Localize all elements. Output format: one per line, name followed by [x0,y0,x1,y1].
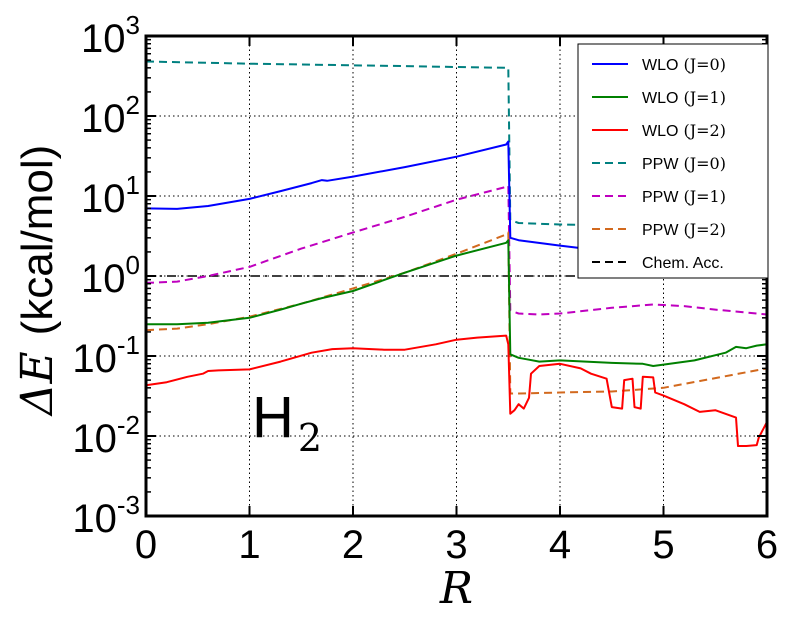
y-tick-label: 10-1 [72,330,140,381]
legend-entry-label: PPW [642,222,679,239]
annotation-main: H [252,385,294,450]
y-tick-label: 102 [81,90,140,141]
y-tick-exponent: -2 [117,410,140,440]
legend-entry: PPW (J=1) [642,187,726,206]
legend-entry: PPW (J=2) [642,220,726,239]
y-tick-label: 103 [81,10,140,61]
y-tick-exponent: 0 [126,250,140,280]
x-tick-label: 0 [135,523,157,567]
x-tick-label: 3 [445,523,467,567]
y-tick-exponent: -3 [117,490,140,520]
x-axis-label: R [439,563,473,614]
y-tick-label: 100 [81,250,140,301]
y-axis-label-symbol: ΔE [12,351,63,417]
legend-entry: WLO (J=1) [642,88,726,107]
y-tick-base: 10 [81,97,126,141]
legend-entry-math: (J=0) [683,154,725,173]
y-tick-exponent: 2 [126,90,140,120]
y-tick-label: 10-2 [72,410,140,461]
legend-entry-math: (J=2) [683,220,725,239]
legend-box [577,43,769,279]
y-axis-label-unit: (kcal/mol) [13,145,62,336]
legend-entry: WLO (J=0) [642,55,726,74]
legend-entry: WLO (J=2) [642,121,726,140]
y-tick-exponent: 3 [126,10,140,40]
legend-entry: PPW (J=0) [642,154,726,173]
y-tick-base: 10 [81,17,126,61]
series-line-ppw-j-1 [145,184,768,316]
y-tick-base: 10 [81,257,126,301]
legend-entry-label: WLO [642,57,678,74]
legend-entry-label: Chem. Acc. [642,255,724,272]
y-tick-base: 10 [72,417,117,461]
series-line-ppw-j-2 [145,231,768,395]
y-tick-label: 10-3 [72,490,140,541]
y-tick-label: 101 [81,170,140,221]
series-line-wlo-j-2 [145,334,768,447]
y-axis-label: ΔE (kcal/mol) [12,145,63,418]
legend-entry-label: WLO [642,123,678,140]
x-tick-label: 2 [342,523,364,567]
x-tick-label: 4 [549,523,571,567]
annotation-subscript: 2 [298,416,322,460]
x-tick-label: 6 [756,523,778,567]
y-tick-base: 10 [72,497,117,541]
x-tick-label: 1 [238,523,260,567]
legend: WLO (J=0)WLO (J=1)WLO (J=2)PPW (J=0)PPW (J=1)… [577,43,769,279]
legend-entry-math: (J=0) [683,55,725,74]
legend-entry-math: (J=2) [683,121,725,140]
y-tick-base: 10 [72,337,117,381]
y-tick-exponent: 1 [126,170,140,200]
legend-entry: Chem. Acc. [642,255,724,272]
molecule-annotation: H 2 [252,385,322,460]
x-tick-labels: 0 1 2 3 4 5 6 [135,523,778,567]
series-line-wlo-j-1 [146,239,768,367]
y-tick-exponent: -1 [117,330,140,360]
legend-entry-label: WLO [642,90,678,107]
y-tick-base: 10 [81,177,126,221]
legend-entry-math: (J=1) [683,187,725,206]
legend-entry-label: PPW [642,156,679,173]
legend-entry-math: (J=1) [683,88,725,107]
legend-entry-label: PPW [642,189,679,206]
x-tick-label: 5 [652,523,674,567]
